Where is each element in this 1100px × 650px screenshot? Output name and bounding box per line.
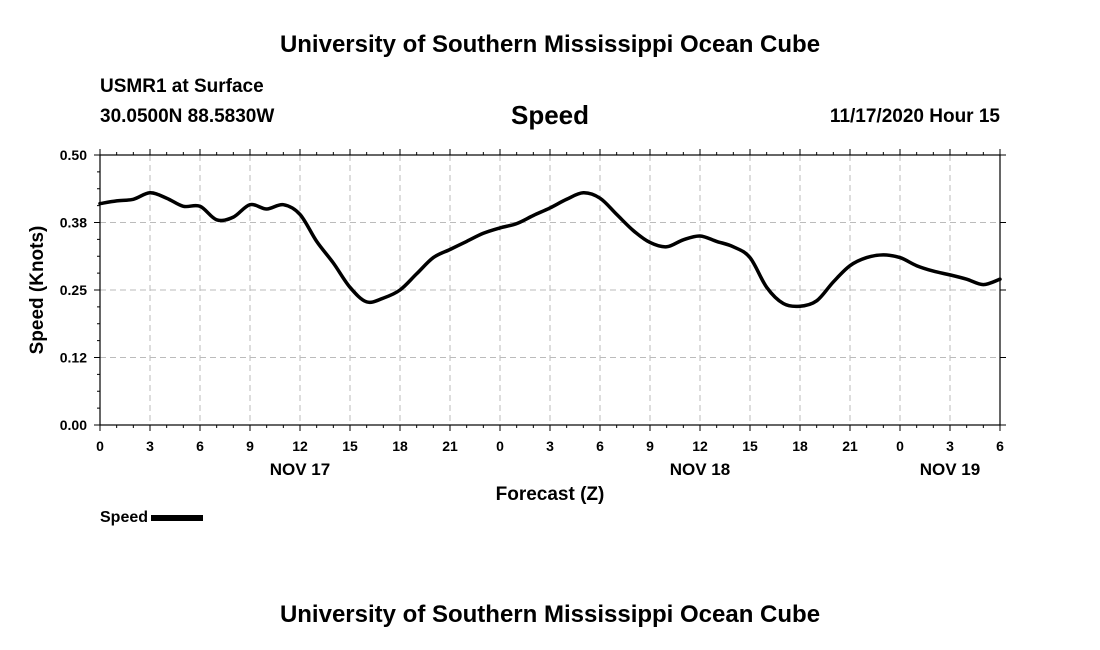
station-label: USMR1 at Surface (100, 76, 264, 97)
y-tick-label: 0.50 (60, 147, 87, 163)
x-tick-label: 3 (546, 438, 554, 454)
series-line-speed (98, 191, 1002, 309)
x-tick-label: 0 (896, 438, 904, 454)
x-tick-label: 9 (646, 438, 654, 454)
legend-label: Speed (100, 509, 149, 526)
x-tick-label: 0 (96, 438, 104, 454)
date-label: NOV 19 (920, 460, 980, 479)
page-title: University of Southern Mississippi Ocean… (279, 31, 821, 58)
x-tick-label: 0 (496, 438, 504, 454)
footer-title: University of Southern Mississippi Ocean… (279, 601, 821, 628)
legend: Speed (100, 509, 204, 527)
x-tick-label: 12 (292, 438, 308, 454)
x-tick-label: 6 (596, 438, 604, 454)
x-tick-label: 6 (196, 438, 204, 454)
forecast-date-label: 11/17/2020 Hour 15 (829, 106, 1000, 127)
y-tick-label: 0.00 (60, 417, 87, 433)
x-tick-label: 21 (842, 438, 858, 454)
x-tick-label: 3 (146, 438, 154, 454)
x-tick-label: 3 (946, 438, 954, 454)
y-tick-label: 0.38 (60, 215, 87, 231)
x-tick-label: 15 (342, 438, 358, 454)
legend-swatch (151, 515, 204, 521)
x-tick-label: 9 (246, 438, 254, 454)
date-label: NOV 18 (670, 460, 730, 479)
y-tick-label: 0.25 (60, 282, 87, 298)
x-axis-label: Forecast (Z) (496, 484, 605, 505)
x-tick-label: 12 (692, 438, 708, 454)
x-tick-label: 15 (742, 438, 758, 454)
date-label: NOV 17 (270, 460, 330, 479)
x-tick-label: 18 (792, 438, 808, 454)
x-tick-label: 21 (442, 438, 458, 454)
x-tick-label: 18 (392, 438, 408, 454)
x-tick-label: 6 (996, 438, 1004, 454)
chart-title: Speed (510, 100, 590, 130)
y-axis-label: Speed (Knots) (27, 226, 48, 355)
coordinates-label: 30.0500N 88.5830W (100, 106, 275, 127)
y-tick-label: 0.12 (60, 350, 87, 366)
